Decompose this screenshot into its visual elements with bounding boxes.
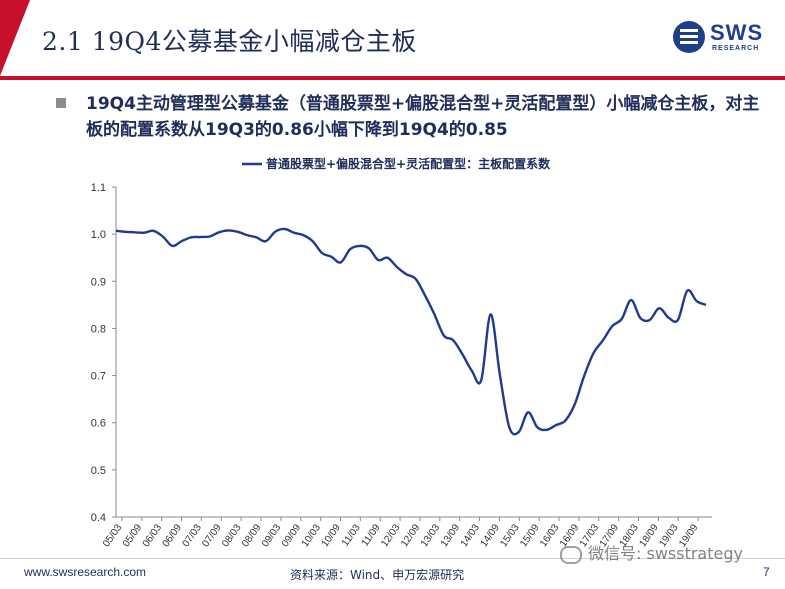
- y-tick-label: 0.8: [91, 323, 106, 335]
- x-tick-label: 14/03: [459, 522, 483, 549]
- watermark-text: 微信号: swsstrategy: [588, 544, 743, 563]
- y-tick-label: 0.5: [91, 465, 106, 477]
- y-tick-label: 1.0: [91, 229, 106, 241]
- x-tick-label: 06/09: [161, 522, 185, 549]
- bullet-square-icon: [56, 98, 66, 108]
- slide-title: 2.1 19Q4公募基金小幅减仓主板: [42, 27, 417, 56]
- x-tick-label: 06/03: [141, 522, 165, 549]
- x-tick-label: 15/09: [518, 522, 542, 549]
- x-tick-label: 07/03: [181, 522, 205, 549]
- x-tick-label: 10/09: [320, 522, 344, 549]
- x-tick-label: 10/03: [300, 522, 324, 549]
- sws-logo-icon: [673, 21, 705, 53]
- chart-axes: [115, 187, 712, 518]
- slide-header: 2.1 19Q4公募基金小幅减仓主板 SWS RESEARCH: [0, 0, 785, 80]
- x-tick-label: 05/03: [101, 522, 125, 549]
- x-tick-label: 09/09: [280, 522, 304, 549]
- x-tick-label: 05/09: [121, 522, 145, 549]
- x-tick-label: 09/03: [260, 522, 284, 549]
- x-tick-label: 15/03: [498, 522, 522, 549]
- x-tick-label: 16/03: [538, 522, 562, 549]
- x-tick-label: 13/03: [419, 522, 443, 549]
- header-red-accent: [0, 0, 30, 76]
- chart-container: 普通股票型+偏股混合型+灵活配置型：主板配置系数 0.4 0.5 0.6 0.7 0.8…: [0, 145, 785, 559]
- y-tick-label: 0.7: [91, 371, 106, 383]
- x-tick-label: 13/09: [439, 522, 463, 549]
- series-line: [115, 227, 707, 436]
- x-tick-label: 08/03: [220, 522, 244, 549]
- footer-source: 资料来源：Wind、申万宏源研究: [290, 568, 465, 582]
- x-tick-label: 14/09: [479, 522, 503, 549]
- x-tick-label: 08/09: [240, 522, 264, 549]
- x-tick-label: 12/09: [399, 522, 423, 549]
- logo-subtext: RESEARCH: [712, 45, 760, 52]
- y-tick-label: 0.9: [91, 276, 106, 288]
- y-axis-ticks: 0.4 0.5 0.6 0.7 0.8 0.9 1.0 1.1: [91, 182, 116, 524]
- page-number: 7: [763, 565, 770, 579]
- footer-divider: [0, 558, 785, 559]
- footer-url: www.swsresearch.com: [24, 565, 147, 579]
- legend-label: 普通股票型+偏股混合型+灵活配置型：主板配置系数: [266, 156, 551, 171]
- y-tick-label: 0.6: [91, 418, 106, 430]
- y-tick-label: 0.4: [91, 512, 106, 524]
- header-divider: [0, 76, 785, 80]
- slide-subtitle: 19Q4主动管理型公募基金（普通股票型+偏股混合型+灵活配置型）小幅减仓主板，对…: [86, 94, 760, 140]
- chart-legend: 普通股票型+偏股混合型+灵活配置型：主板配置系数: [242, 156, 551, 171]
- wechat-watermark: 微信号: swsstrategy: [560, 540, 743, 564]
- logo-text: SWS: [710, 20, 764, 45]
- x-tick-label: 07/09: [200, 522, 224, 549]
- y-tick-label: 1.1: [91, 182, 106, 194]
- wechat-icon: [560, 545, 582, 564]
- line-chart: 普通股票型+偏股混合型+灵活配置型：主板配置系数 0.4 0.5 0.6 0.7 0.8…: [91, 156, 712, 549]
- x-tick-label: 12/03: [379, 522, 403, 549]
- sws-logo: SWS RESEARCH: [672, 18, 772, 58]
- x-tick-label: 11/09: [360, 522, 383, 549]
- x-tick-label: 11/03: [340, 522, 363, 549]
